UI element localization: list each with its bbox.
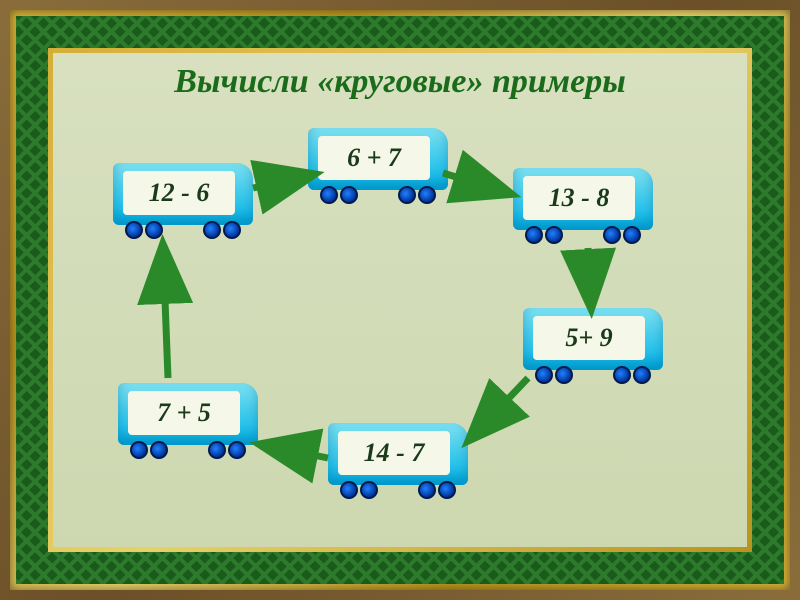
- wagon-body: 14 - 7: [328, 423, 468, 485]
- arrow-6: [163, 248, 168, 378]
- wagon-wheels: [328, 481, 468, 503]
- wagon-wheels: [513, 226, 653, 248]
- gold-border-outer: Вычисли «круговые» примеры 12 - 6 6 + 7 13…: [10, 10, 790, 590]
- wagon-body: 13 - 8: [513, 168, 653, 230]
- wagon-wheels: [118, 441, 258, 463]
- outer-frame: Вычисли «круговые» примеры 12 - 6 6 + 7 13…: [0, 0, 800, 600]
- wagon-expression: 5+ 9: [533, 316, 645, 360]
- wagon-3: 13 - 8: [513, 168, 653, 248]
- wagon-expression: 7 + 5: [128, 391, 240, 435]
- wagon-body: 12 - 6: [113, 163, 253, 225]
- wagon-4: 5+ 9: [523, 308, 663, 388]
- pattern-border: Вычисли «круговые» примеры 12 - 6 6 + 7 13…: [16, 16, 784, 584]
- wagon-wheels: [523, 366, 663, 388]
- wagon-expression: 12 - 6: [123, 171, 235, 215]
- wagon-2: 6 + 7: [308, 128, 448, 208]
- canvas: Вычисли «круговые» примеры 12 - 6 6 + 7 13…: [53, 53, 747, 547]
- gold-border-inner: Вычисли «круговые» примеры 12 - 6 6 + 7 13…: [48, 48, 752, 552]
- wagon-body: 6 + 7: [308, 128, 448, 190]
- wagon-expression: 14 - 7: [338, 431, 450, 475]
- wagon-body: 7 + 5: [118, 383, 258, 445]
- wagon-expression: 13 - 8: [523, 176, 635, 220]
- wagon-5: 14 - 7: [328, 423, 468, 503]
- wagon-body: 5+ 9: [523, 308, 663, 370]
- wagon-expression: 6 + 7: [318, 136, 430, 180]
- wagon-wheels: [308, 186, 448, 208]
- arrow-2: [443, 173, 508, 193]
- title: Вычисли «круговые» примеры: [53, 63, 747, 101]
- arrow-3: [588, 248, 591, 305]
- arrow-5: [263, 445, 328, 458]
- wagon-1: 12 - 6: [113, 163, 253, 243]
- arrow-4: [471, 378, 528, 438]
- arrow-1: [253, 175, 311, 188]
- wagon-wheels: [113, 221, 253, 243]
- wagon-6: 7 + 5: [118, 383, 258, 463]
